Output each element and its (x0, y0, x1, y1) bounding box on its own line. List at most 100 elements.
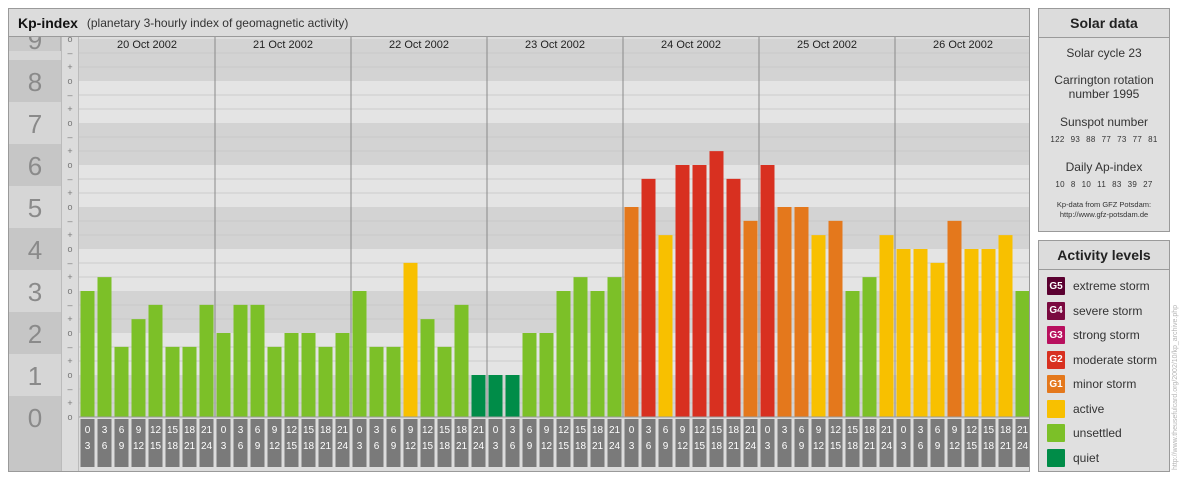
interval-start-label: 0 (221, 425, 227, 436)
interval-end-label: 24 (201, 441, 213, 452)
time-axis-cell (964, 419, 979, 467)
kp-bar (318, 346, 333, 417)
ap-values-item: 83 (1112, 180, 1122, 189)
interval-start-label: 0 (901, 425, 907, 436)
interval-start-label: 3 (918, 425, 924, 436)
interval-end-label: 18 (439, 441, 451, 452)
kp-bar (267, 346, 282, 417)
interval-start-label: 6 (119, 425, 125, 436)
sunspot-label: Sunspot number (1059, 115, 1149, 129)
sunspot-values-item: 77 (1132, 135, 1143, 144)
kp-bar (97, 277, 112, 417)
interval-start-label: 9 (816, 425, 822, 436)
kp-bar (794, 207, 809, 417)
time-axis-cell (301, 419, 316, 467)
y-minor-tick-label: – (67, 132, 72, 142)
time-axis-cell (488, 419, 503, 467)
time-axis-cell (182, 419, 197, 467)
kp-bar (233, 304, 248, 417)
kp-bar (148, 304, 163, 417)
level-g2: G2 moderate storm (1039, 348, 1169, 373)
time-axis-cell (607, 419, 622, 467)
time-axis-cell (420, 419, 435, 467)
kp-bar (828, 220, 843, 417)
carrington-line2: number 1995 (1068, 87, 1140, 101)
y-minor-tick-label: o (67, 370, 72, 380)
interval-start-label: 3 (782, 425, 788, 436)
kp-bar (624, 207, 639, 417)
kp-bar (777, 207, 792, 417)
day-label: 25 Oct 2002 (797, 39, 857, 51)
kp-bar (114, 346, 129, 417)
interval-start-label: 21 (881, 425, 893, 436)
time-axis-cell (794, 419, 809, 467)
kp-bar (199, 304, 214, 417)
time-axis-cell (777, 419, 792, 467)
interval-end-label: 9 (799, 441, 805, 452)
interval-end-label: 12 (541, 441, 553, 452)
data-source-line1: Kp-data from GFZ Potsdam: (1056, 200, 1152, 209)
day-label: 22 Oct 2002 (389, 39, 449, 51)
y-minor-tick-label: + (67, 356, 72, 366)
y-minor-tick-label: o (67, 244, 72, 254)
kp-bar (658, 235, 673, 417)
interval-start-label: 3 (374, 425, 380, 436)
time-axis-cell (352, 419, 367, 467)
y-tick-label: 1 (28, 361, 42, 391)
interval-end-label: 15 (966, 441, 978, 452)
interval-end-label: 15 (558, 441, 570, 452)
interval-start-label: 18 (1000, 425, 1012, 436)
interval-end-label: 9 (255, 441, 261, 452)
kp-bar (998, 235, 1013, 417)
swatch-strong-storm: G3 (1047, 326, 1065, 345)
y-minor-column (61, 37, 79, 471)
interval-start-label: 6 (391, 425, 397, 436)
y-label-band (9, 312, 61, 354)
activity-levels-panel: Activity levels G5 extreme storm G4 seve… (1038, 240, 1170, 472)
y-minor-tick-label: – (67, 258, 72, 268)
kp-bar (1015, 291, 1029, 417)
sunspot-values: 122 93 88 77 73 77 81 (1039, 135, 1169, 144)
interval-start-label: 9 (952, 425, 958, 436)
interval-end-label: 12 (405, 441, 417, 452)
y-tick-label: 0 (28, 403, 42, 433)
kp-bar (284, 333, 299, 417)
label-severe-storm: severe storm (1073, 303, 1143, 318)
interval-end-label: 3 (357, 441, 363, 452)
ap-values-item: 10 (1081, 180, 1092, 189)
level-band (79, 123, 1029, 165)
interval-start-label: 12 (286, 425, 298, 436)
kp-bar (301, 333, 316, 417)
solar-data-panel: Solar data Solar cycle 23 Carrington rot… (1038, 8, 1170, 232)
interval-end-label: 6 (510, 441, 516, 452)
activity-levels-title: Activity levels (1039, 241, 1169, 270)
kp-bar (913, 249, 928, 417)
sunspot-values-item: 77 (1101, 135, 1112, 144)
interval-start-label: 6 (935, 425, 941, 436)
y-tick-label: 8 (28, 67, 42, 97)
data-source-link[interactable]: http://www.gfz-potsdam.de (1059, 210, 1149, 219)
interval-start-label: 18 (184, 425, 196, 436)
kp-bar (862, 277, 877, 417)
interval-start-label: 12 (558, 425, 570, 436)
interval-start-label: 18 (320, 425, 332, 436)
interval-end-label: 9 (391, 441, 397, 452)
time-axis-cell (1015, 419, 1029, 467)
time-axis-cell (216, 419, 231, 467)
time-axis-cell (386, 419, 401, 467)
ap-label: Daily Ap-index (1065, 160, 1143, 174)
kp-bar (182, 346, 197, 417)
time-axis-cell (845, 419, 860, 467)
y-minor-tick-label: – (67, 342, 72, 352)
solar-cycle: Solar cycle 23 (1066, 46, 1142, 60)
interval-start-label: 9 (272, 425, 278, 436)
y-minor-tick-label: o (67, 37, 72, 44)
kp-bar (80, 291, 95, 417)
day-label: 26 Oct 2002 (933, 39, 993, 51)
interval-start-label: 15 (575, 425, 587, 436)
time-axis-cell (505, 419, 520, 467)
time-axis-cell (165, 419, 180, 467)
y-label-band (9, 270, 61, 312)
kp-bar (845, 291, 860, 417)
kp-bar (335, 333, 350, 417)
